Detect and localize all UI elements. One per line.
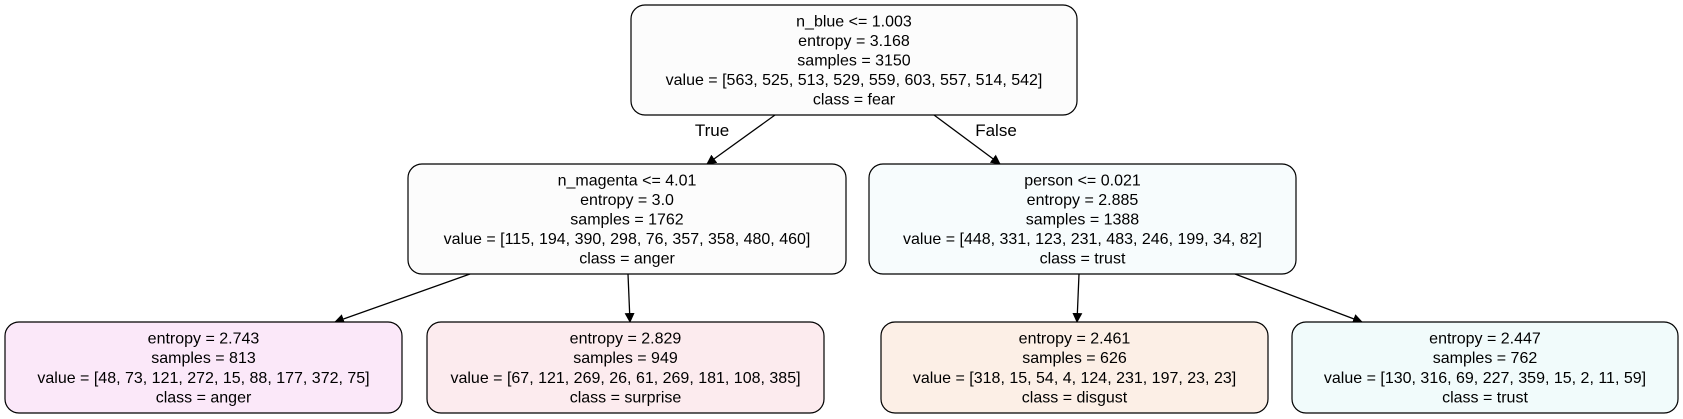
node-line: class = trust <box>1442 389 1528 406</box>
node-line: class = surprise <box>570 389 682 406</box>
node-line: n_blue <= 1.003 <box>796 13 912 30</box>
node-box <box>407 163 847 275</box>
node-box <box>880 321 1269 414</box>
node-line: class = fear <box>813 92 896 109</box>
node-line: samples = 813 <box>151 350 256 367</box>
node-line: value = [130, 316, 69, 227, 359, 15, 2, … <box>1324 370 1646 387</box>
node-line: value = [318, 15, 54, 4, 124, 231, 197, … <box>913 370 1236 387</box>
node-line: value = [448, 331, 123, 231, 483, 246, 1… <box>903 231 1262 248</box>
node-box <box>1291 321 1679 414</box>
tree-node-root: n_blue <= 1.003 entropy = 3.168 samples = … <box>630 4 1078 116</box>
node-line: class = trust <box>1040 251 1126 268</box>
edge-left-to-left-left <box>334 273 471 324</box>
node-line: person <= 0.021 <box>1024 172 1141 189</box>
edge-root-to-right <box>933 114 1001 165</box>
edge-right-to-right-right <box>1234 273 1363 324</box>
node-line: value = [48, 73, 121, 272, 15, 88, 177, … <box>37 370 369 387</box>
node-line: value = [115, 194, 390, 298, 76, 357, 35… <box>444 231 811 248</box>
node-box <box>426 321 825 414</box>
node-line: n_magenta <= 4.01 <box>558 172 697 189</box>
tree-node-right-left: entropy = 2.461 samples = 626 value = [318… <box>880 321 1269 414</box>
edge-root-to-left <box>706 114 776 165</box>
node-line: entropy = 3.168 <box>798 33 910 50</box>
tree-node-left: n_magenta <= 4.01 entropy = 3.0 samples = … <box>407 163 847 275</box>
tree-node-left-right: entropy = 2.829 samples = 949 value = [67,… <box>426 321 825 414</box>
node-line: class = disgust <box>1022 389 1128 406</box>
node-line: entropy = 2.447 <box>1429 331 1541 348</box>
node-box <box>630 4 1078 116</box>
edge-left-to-left-right <box>624 273 635 323</box>
node-box <box>868 163 1297 275</box>
edge-label-true: True <box>695 121 729 140</box>
node-line: samples = 1388 <box>1026 211 1140 228</box>
node-line: class = anger <box>156 389 252 406</box>
node-box <box>4 321 403 414</box>
node-line: class = anger <box>579 251 675 268</box>
node-line: entropy = 2.885 <box>1027 192 1139 209</box>
edge-label-false: False <box>975 121 1017 140</box>
node-line: value = [563, 525, 513, 529, 559, 603, 5… <box>666 72 1043 89</box>
edge-right-to-right-left <box>1072 273 1083 323</box>
node-line: entropy = 3.0 <box>580 192 674 209</box>
node-line: samples = 3150 <box>797 52 911 69</box>
node-line: entropy = 2.743 <box>148 331 260 348</box>
tree-node-left-left: entropy = 2.743 samples = 813 value = [48,… <box>4 321 403 414</box>
node-line: samples = 1762 <box>570 211 684 228</box>
node-line: samples = 949 <box>573 350 678 367</box>
node-line: entropy = 2.461 <box>1019 331 1131 348</box>
node-line: samples = 762 <box>1433 350 1538 367</box>
node-line: samples = 626 <box>1022 350 1127 367</box>
node-line: value = [67, 121, 269, 26, 61, 269, 181,… <box>450 370 800 387</box>
tree-node-right: person <= 0.021 entropy = 2.885 samples = … <box>868 163 1297 275</box>
tree-node-right-right: entropy = 2.447 samples = 762 value = [130… <box>1291 321 1679 414</box>
node-line: entropy = 2.829 <box>570 331 682 348</box>
